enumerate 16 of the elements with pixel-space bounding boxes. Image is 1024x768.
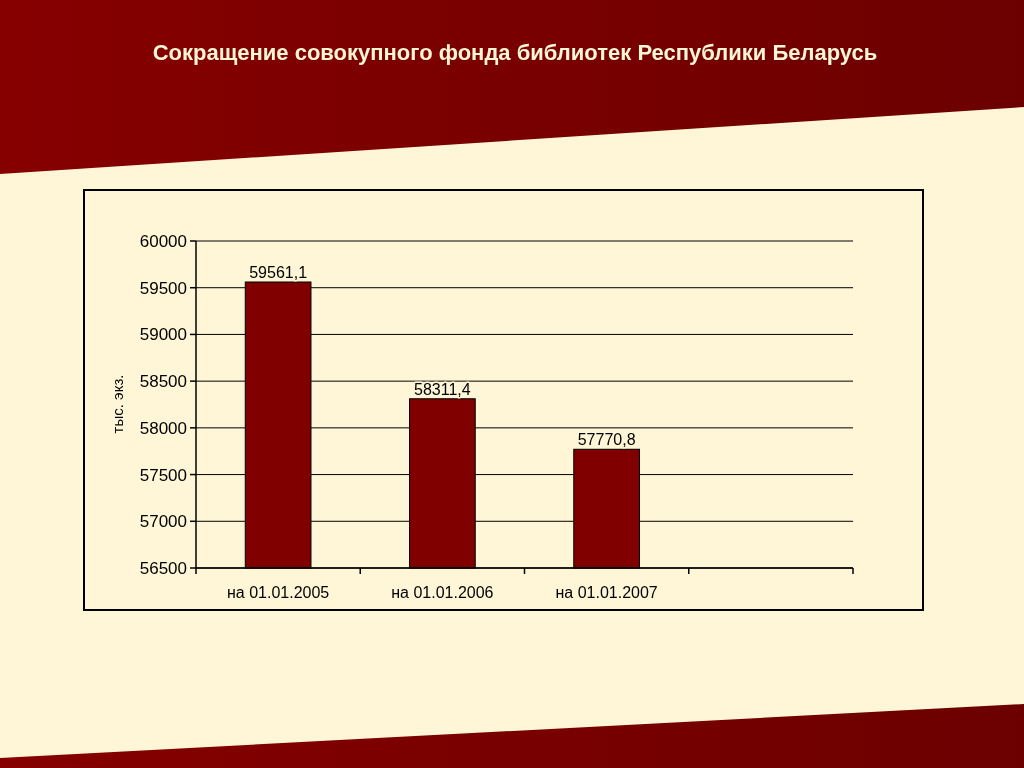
x-tick-label: на 01.01.2006 xyxy=(391,584,494,601)
x-tick-label: на 01.01.2005 xyxy=(226,584,330,601)
chart-title: Сокращение совокупного фонда библиотек Республики Беларусь xyxy=(152,40,878,65)
x-tick-label: на 01.01.2007 xyxy=(555,584,658,601)
data-label: 59561,1 xyxy=(249,264,308,282)
y-tick-label: 58500 xyxy=(139,372,187,392)
y-tick-label: 59000 xyxy=(139,325,187,345)
data-label: 57770,8 xyxy=(577,431,636,449)
data-label: 58311,4 xyxy=(414,380,471,398)
y-tick-label: 57000 xyxy=(139,512,187,532)
y-tick-label: 59500 xyxy=(139,278,187,298)
y-tick-label: 57500 xyxy=(139,465,187,485)
y-tick-label: 58000 xyxy=(139,418,187,438)
y-axis-title: тыс. экз. xyxy=(109,374,127,434)
y-tick-label: 56500 xyxy=(139,558,187,578)
y-tick-label: 60000 xyxy=(139,231,187,251)
